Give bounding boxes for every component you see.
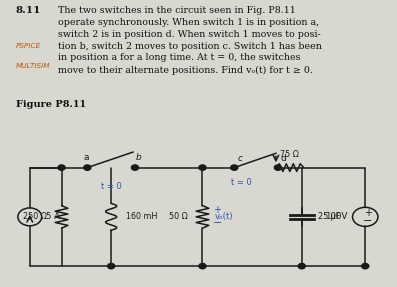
Circle shape (274, 165, 281, 170)
Text: a: a (84, 153, 89, 162)
Text: t = 0: t = 0 (231, 178, 252, 187)
Text: 5 A: 5 A (46, 212, 61, 221)
Circle shape (131, 165, 139, 170)
Text: The two switches in the circuit seen in Fig. P8.11
operate synchronously. When s: The two switches in the circuit seen in … (58, 6, 322, 75)
Text: 160 mH: 160 mH (126, 212, 158, 221)
Text: −: − (213, 218, 222, 228)
Text: c: c (237, 154, 243, 163)
Text: 8.11: 8.11 (16, 6, 41, 15)
Text: Figure P8.11: Figure P8.11 (16, 100, 86, 109)
Text: PSPICE: PSPICE (16, 43, 41, 49)
Text: 75 Ω: 75 Ω (280, 150, 299, 159)
Circle shape (84, 165, 91, 170)
Text: +: + (364, 208, 372, 218)
Text: t = 0: t = 0 (101, 182, 121, 191)
Text: d: d (280, 154, 286, 163)
Text: 100V: 100V (325, 212, 347, 221)
Circle shape (199, 165, 206, 170)
Circle shape (199, 263, 206, 269)
Circle shape (108, 263, 115, 269)
Text: +: + (213, 205, 221, 215)
Circle shape (362, 263, 369, 269)
Text: −: − (363, 216, 373, 226)
Text: MULTISIM: MULTISIM (16, 63, 50, 69)
Circle shape (298, 263, 305, 269)
Text: 25 μF: 25 μF (318, 212, 341, 221)
Circle shape (231, 165, 238, 170)
Text: b: b (136, 153, 142, 162)
Text: 250 Ω: 250 Ω (23, 212, 46, 221)
Circle shape (58, 165, 65, 170)
Text: vₒ(t): vₒ(t) (214, 212, 233, 221)
Text: 50 Ω: 50 Ω (169, 212, 187, 221)
